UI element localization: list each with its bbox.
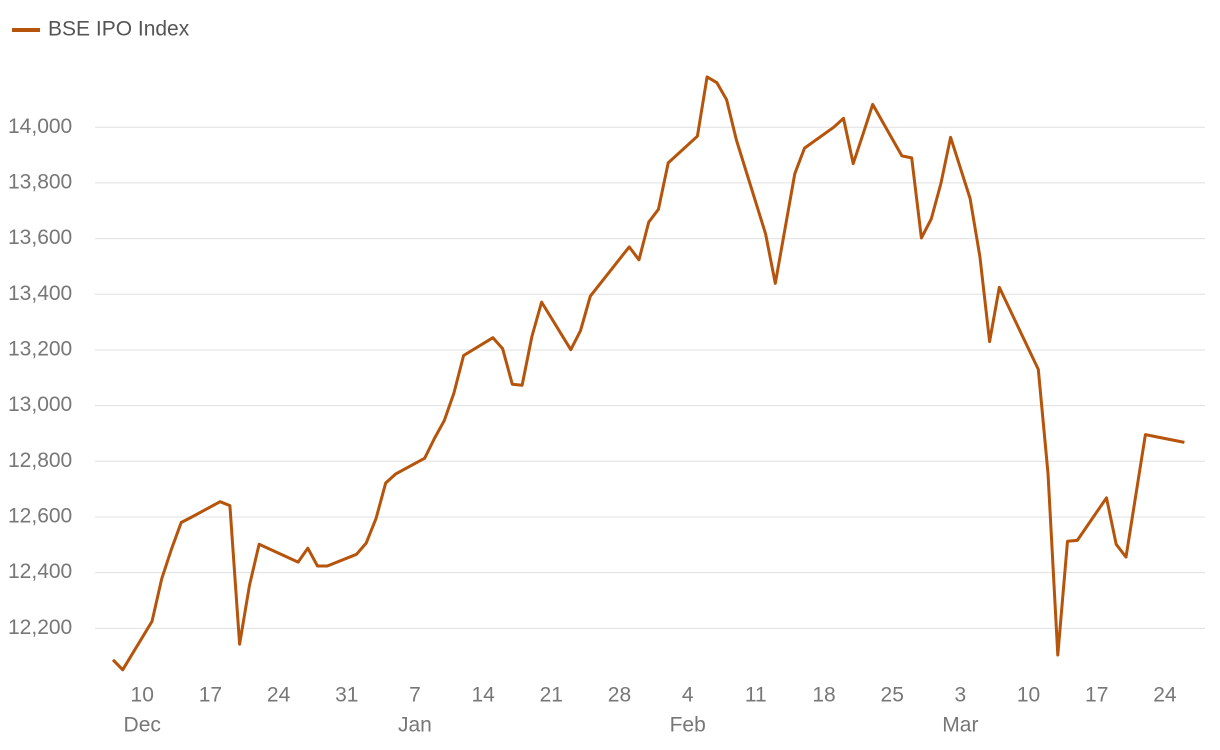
x-tick-label: 17 xyxy=(1085,684,1108,707)
month-label: Mar xyxy=(942,714,978,737)
x-tick-label: 17 xyxy=(199,684,222,707)
x-tick-label: 4 xyxy=(682,684,694,707)
y-tick-label: 12,200 xyxy=(8,616,72,639)
y-tick-label: 13,400 xyxy=(8,282,72,305)
x-tick-label: 7 xyxy=(409,684,421,707)
month-label: Dec xyxy=(124,714,161,737)
x-tick-label: 3 xyxy=(955,684,967,707)
y-tick-label: 13,800 xyxy=(8,170,72,193)
y-tick-label: 12,400 xyxy=(8,560,72,583)
x-tick-label: 18 xyxy=(812,684,835,707)
legend-label: BSE IPO Index xyxy=(48,18,190,41)
y-tick-label: 13,200 xyxy=(8,337,72,360)
y-tick-label: 14,000 xyxy=(8,115,72,138)
y-tick-label: 13,600 xyxy=(8,226,72,249)
series-line xyxy=(111,75,1185,672)
x-tick-label: 11 xyxy=(745,684,767,707)
month-label: Jan xyxy=(398,714,432,737)
x-tick-label: 14 xyxy=(471,684,495,707)
x-tick-label: 24 xyxy=(267,684,291,707)
y-tick-label: 12,600 xyxy=(8,505,72,528)
x-tick-label: 24 xyxy=(1153,684,1177,707)
month-label: Feb xyxy=(670,714,706,737)
y-tick-label: 12,800 xyxy=(8,449,72,472)
x-tick-label: 25 xyxy=(881,684,904,707)
x-tick-label: 28 xyxy=(608,684,631,707)
y-tick-label: 13,000 xyxy=(8,393,72,416)
x-tick-label: 31 xyxy=(335,684,358,707)
x-tick-label: 10 xyxy=(1017,684,1040,707)
x-tick-label: 21 xyxy=(540,684,563,707)
x-tick-label: 10 xyxy=(131,684,154,707)
